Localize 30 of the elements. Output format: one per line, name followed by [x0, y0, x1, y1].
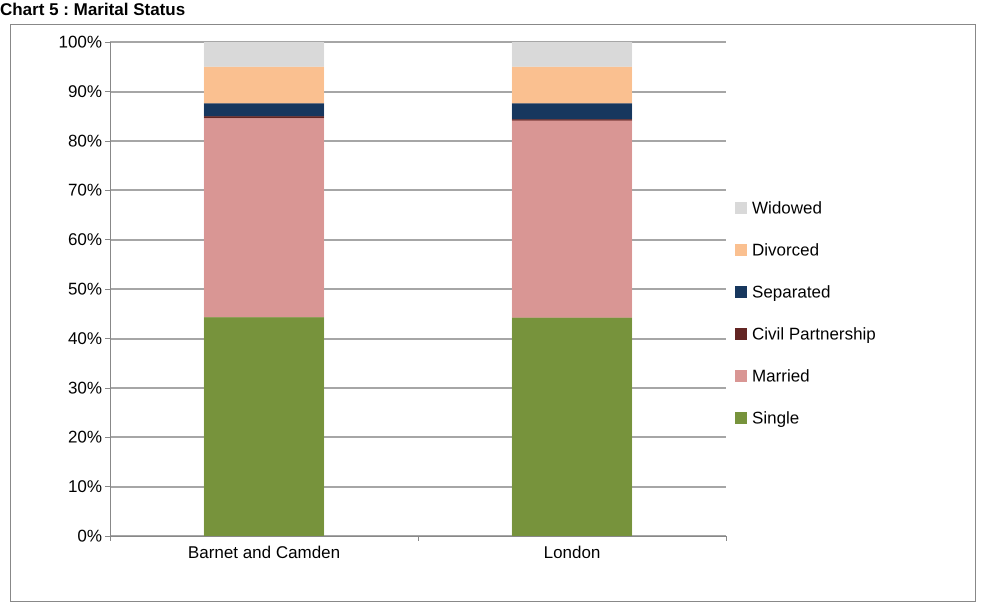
y-tick-label: 80%	[68, 131, 102, 150]
x-tick-label: London	[544, 543, 600, 562]
legend-label: Married	[752, 366, 810, 386]
y-tick-label: 0%	[77, 526, 102, 546]
bar	[512, 42, 632, 67]
y-tick-label: 50%	[68, 280, 102, 298]
legend-label: Divorced	[752, 240, 820, 260]
legend-label: Civil Partnership	[752, 324, 876, 344]
y-tick-label: 30%	[68, 378, 102, 398]
chart-title: Chart 5 : Marital Status	[0, 0, 186, 20]
bar	[512, 120, 632, 318]
bar	[204, 317, 324, 536]
bar	[204, 103, 324, 116]
bar	[512, 318, 632, 536]
y-tick-label: 40%	[68, 328, 102, 348]
y-tick-label: 100%	[58, 32, 102, 52]
bar	[512, 66, 632, 104]
legend-label: Single	[752, 408, 800, 428]
y-tick-label: 60%	[68, 230, 102, 250]
x-tick-label: Barnet and Camden	[188, 543, 340, 562]
legend-label: Separated	[752, 282, 830, 302]
y-tick-label: 90%	[68, 82, 102, 101]
bar	[204, 42, 324, 67]
y-tick-label: 70%	[68, 180, 102, 200]
legend-label: Widowed	[752, 198, 822, 218]
bar	[204, 118, 324, 318]
y-tick-label: 20%	[68, 428, 102, 447]
bar	[512, 103, 632, 120]
y-tick-label: 10%	[68, 477, 102, 496]
bar	[204, 66, 324, 104]
